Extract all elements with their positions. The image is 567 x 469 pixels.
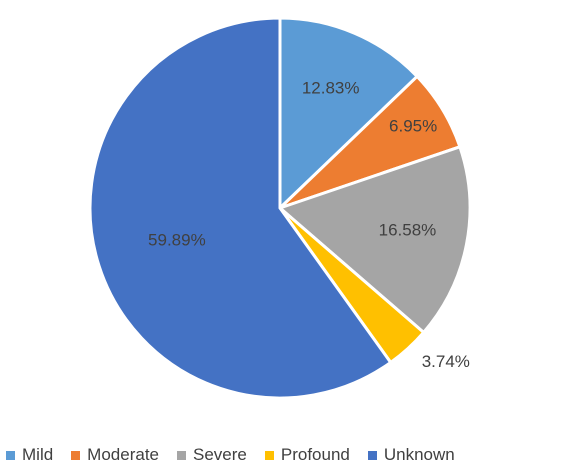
pie-slice-mild — [278, 16, 420, 212]
pie-slice-unknown — [88, 16, 393, 400]
legend-item-severe: Severe — [177, 445, 247, 465]
data-label-mild: 12.83% — [302, 79, 360, 98]
legend-swatch — [6, 450, 15, 460]
legend-swatch — [71, 450, 81, 460]
pie-data-labels: 12.83% 6.95% 16.58% 3.74% 59.89% — [148, 79, 470, 371]
pie-slices — [88, 16, 472, 400]
legend-label: Unknown — [383, 445, 455, 464]
legend-label: Profound — [280, 445, 350, 464]
pie-chart: 12.83% 6.95% 16.58% 3.74% 59.89% — [88, 16, 472, 400]
chart-legend: Mild Moderate Severe Profound Unknown — [0, 441, 567, 469]
legend-item-unknown: Unknown — [367, 445, 455, 465]
legend-item-mild: Mild — [6, 445, 53, 465]
data-label-moderate: 6.95% — [389, 117, 437, 136]
data-label-unknown: 59.89% — [148, 231, 206, 250]
data-label-severe: 16.58% — [379, 220, 437, 239]
pie-slice-severe — [277, 144, 472, 335]
legend-item-moderate: Moderate — [71, 445, 159, 465]
data-label-profound: 3.74% — [422, 352, 470, 371]
legend-label: Moderate — [87, 445, 159, 464]
legend-item-profound: Profound — [264, 445, 350, 465]
legend-swatch — [177, 450, 186, 460]
legend-label: Severe — [193, 445, 247, 464]
legend-swatch — [367, 450, 377, 460]
legend-swatch — [264, 450, 274, 460]
legend-label: Mild — [22, 445, 54, 464]
